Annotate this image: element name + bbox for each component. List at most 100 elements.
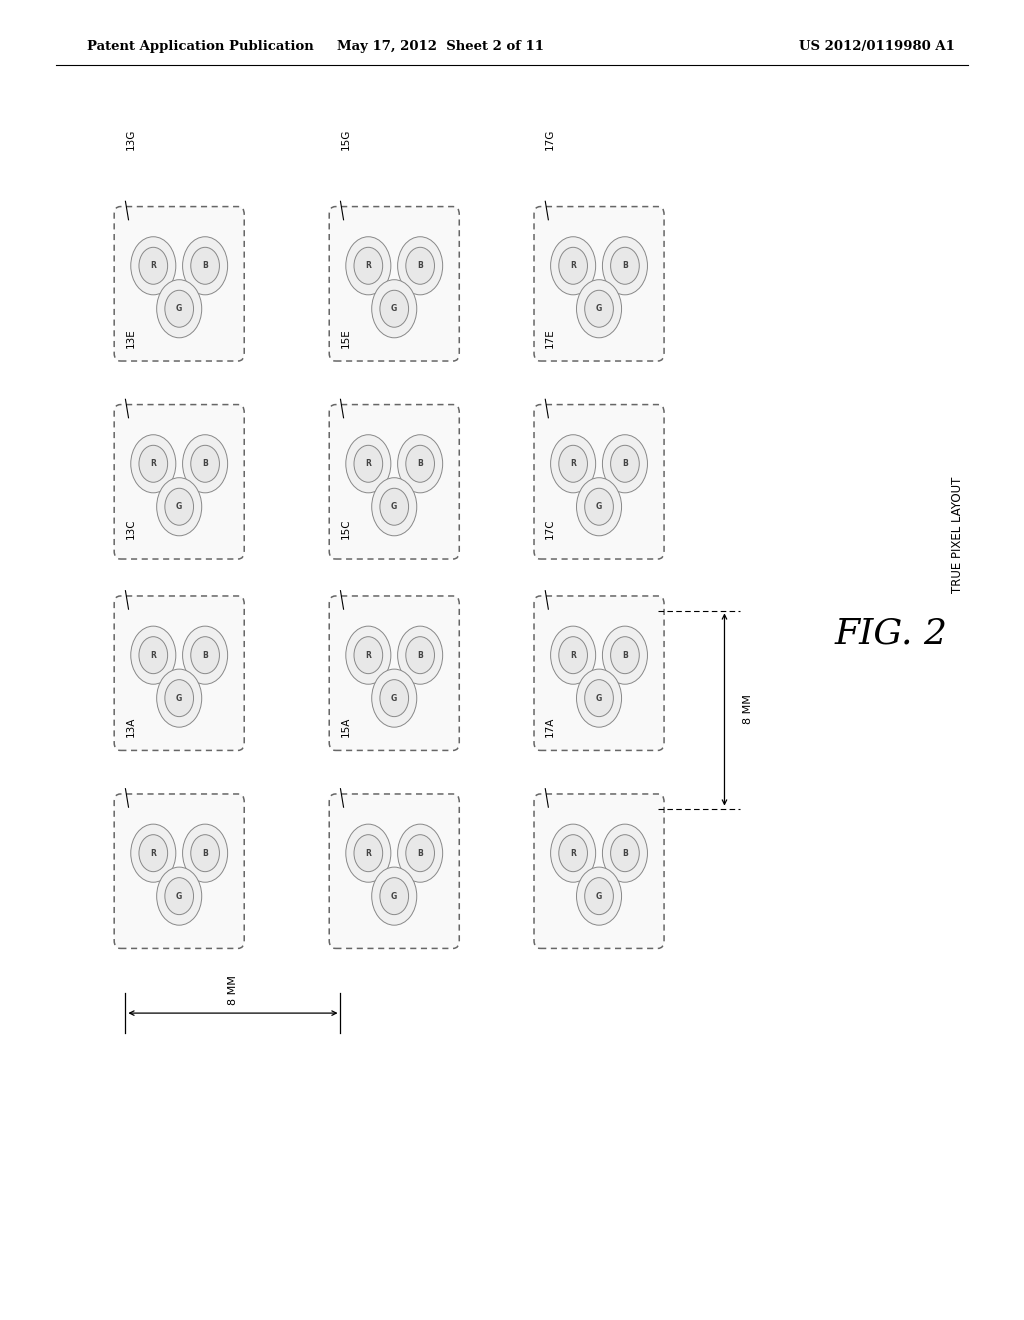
FancyBboxPatch shape: [330, 597, 459, 750]
Text: 8 MM: 8 MM: [228, 975, 238, 1006]
Text: G: G: [176, 304, 182, 313]
Circle shape: [602, 236, 647, 294]
Circle shape: [559, 834, 588, 871]
Circle shape: [190, 834, 219, 871]
Text: B: B: [417, 849, 423, 858]
Text: G: G: [176, 502, 182, 511]
Text: G: G: [596, 693, 602, 702]
Text: G: G: [391, 304, 397, 313]
Text: B: B: [202, 849, 208, 858]
Text: R: R: [366, 849, 372, 858]
Circle shape: [190, 445, 219, 482]
Circle shape: [165, 290, 194, 327]
Circle shape: [131, 236, 176, 294]
Circle shape: [406, 445, 434, 482]
Circle shape: [131, 434, 176, 492]
Circle shape: [380, 290, 409, 327]
Circle shape: [602, 434, 647, 492]
Circle shape: [610, 247, 639, 284]
Text: FIG. 2: FIG. 2: [835, 616, 947, 651]
Text: G: G: [391, 502, 397, 511]
Text: 17E: 17E: [545, 329, 555, 347]
Circle shape: [372, 280, 417, 338]
Text: Patent Application Publication: Patent Application Publication: [87, 40, 313, 53]
Text: B: B: [202, 651, 208, 660]
Circle shape: [551, 626, 596, 684]
Text: R: R: [151, 651, 157, 660]
FancyBboxPatch shape: [535, 795, 664, 948]
Circle shape: [157, 669, 202, 727]
Circle shape: [354, 247, 383, 284]
Circle shape: [585, 680, 613, 717]
Text: 15A: 15A: [340, 717, 350, 737]
Text: May 17, 2012  Sheet 2 of 11: May 17, 2012 Sheet 2 of 11: [337, 40, 544, 53]
Circle shape: [559, 445, 588, 482]
Circle shape: [551, 434, 596, 492]
Circle shape: [372, 669, 417, 727]
Text: R: R: [570, 849, 577, 858]
Text: 13G: 13G: [125, 128, 135, 149]
Text: 17G: 17G: [545, 128, 555, 149]
Text: G: G: [176, 693, 182, 702]
Circle shape: [397, 824, 442, 882]
Circle shape: [139, 636, 168, 673]
Circle shape: [157, 478, 202, 536]
Circle shape: [165, 488, 194, 525]
Circle shape: [397, 236, 442, 294]
FancyBboxPatch shape: [535, 206, 664, 360]
Circle shape: [182, 236, 227, 294]
Circle shape: [190, 247, 219, 284]
Circle shape: [559, 247, 588, 284]
Text: 13E: 13E: [125, 329, 135, 347]
Circle shape: [131, 626, 176, 684]
Circle shape: [346, 434, 391, 492]
Circle shape: [551, 824, 596, 882]
FancyBboxPatch shape: [114, 795, 244, 948]
Circle shape: [610, 445, 639, 482]
Text: B: B: [417, 459, 423, 469]
Text: B: B: [417, 261, 423, 271]
Text: R: R: [366, 459, 372, 469]
Circle shape: [602, 824, 647, 882]
Circle shape: [131, 824, 176, 882]
Text: R: R: [366, 261, 372, 271]
Text: TRUE PIXEL LAYOUT: TRUE PIXEL LAYOUT: [951, 477, 964, 593]
Text: R: R: [366, 651, 372, 660]
Circle shape: [157, 867, 202, 925]
Circle shape: [354, 636, 383, 673]
Circle shape: [182, 824, 227, 882]
Circle shape: [610, 834, 639, 871]
Circle shape: [577, 867, 622, 925]
Circle shape: [397, 626, 442, 684]
Text: 8 MM: 8 MM: [743, 694, 753, 725]
Circle shape: [346, 236, 391, 294]
Text: US 2012/0119980 A1: US 2012/0119980 A1: [799, 40, 954, 53]
Circle shape: [190, 636, 219, 673]
Circle shape: [380, 680, 409, 717]
Circle shape: [354, 834, 383, 871]
Circle shape: [380, 488, 409, 525]
Circle shape: [346, 824, 391, 882]
Text: B: B: [202, 459, 208, 469]
FancyBboxPatch shape: [535, 597, 664, 750]
Circle shape: [577, 669, 622, 727]
Text: R: R: [151, 459, 157, 469]
FancyBboxPatch shape: [330, 404, 459, 560]
Circle shape: [139, 834, 168, 871]
Text: R: R: [570, 459, 577, 469]
Text: R: R: [570, 651, 577, 660]
Circle shape: [157, 280, 202, 338]
Circle shape: [372, 867, 417, 925]
FancyBboxPatch shape: [330, 206, 459, 360]
Text: R: R: [151, 261, 157, 271]
FancyBboxPatch shape: [535, 404, 664, 560]
Text: B: B: [622, 459, 628, 469]
Circle shape: [585, 290, 613, 327]
Text: 17C: 17C: [545, 519, 555, 539]
Circle shape: [182, 434, 227, 492]
Circle shape: [585, 878, 613, 915]
Text: G: G: [596, 502, 602, 511]
Text: G: G: [176, 891, 182, 900]
Text: G: G: [596, 304, 602, 313]
FancyBboxPatch shape: [330, 795, 459, 948]
